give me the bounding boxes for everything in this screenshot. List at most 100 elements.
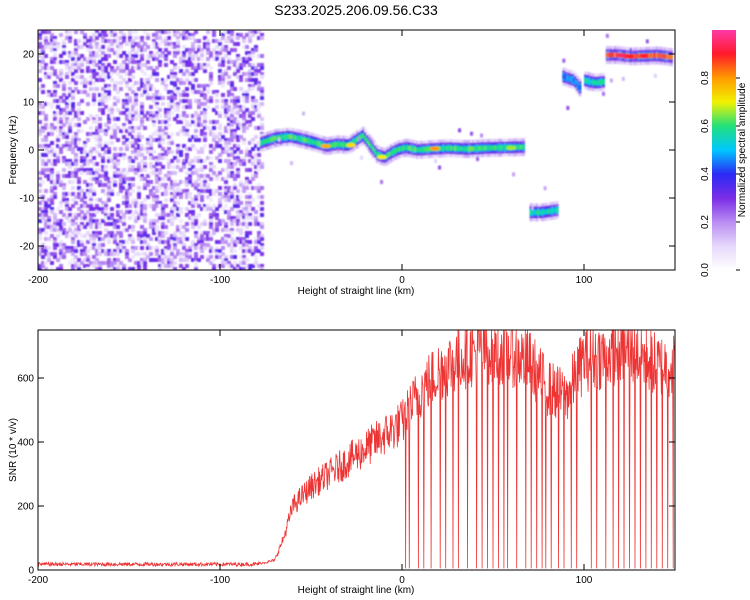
spectrogram-cell <box>191 45 195 49</box>
spectrogram-cell <box>128 234 132 238</box>
spectrogram-cell <box>251 99 255 103</box>
spectrogram-cell <box>194 156 198 160</box>
spectrogram-cell <box>134 117 138 121</box>
spectrogram-cell <box>71 258 75 262</box>
spectrogram-cell <box>125 105 129 109</box>
spectrogram-cell <box>191 183 195 187</box>
spectrogram-cell <box>74 114 78 118</box>
spectrogram-cell <box>188 63 192 67</box>
spectrogram-cell <box>74 63 78 67</box>
spectrogram-cell <box>176 207 180 211</box>
spectrogram-cell <box>71 102 75 106</box>
spectrogram-cell <box>50 33 54 37</box>
spectrogram-cell <box>236 240 240 244</box>
spectrogram-cell <box>655 52 659 58</box>
spectrogram-cell <box>268 137 272 143</box>
spectrogram-cell <box>194 267 198 270</box>
spectrogram-cell <box>191 171 195 175</box>
spectrogram-cell <box>254 78 258 82</box>
spectrogram-cell <box>167 255 171 259</box>
spectrogram-cell <box>137 153 141 157</box>
spectrogram-cell <box>236 210 240 214</box>
spectrogram-cell <box>414 146 418 152</box>
spectrogram-cell <box>474 146 478 152</box>
spectrogram-cell <box>623 58 627 63</box>
spectrogram-cell <box>71 147 75 151</box>
spectrogram-cell <box>251 96 255 100</box>
spectrogram-cell <box>128 216 132 220</box>
colorbar-tick-label: 0.4 <box>700 167 711 181</box>
spectrogram-cell <box>209 246 213 250</box>
spectrogram-cell <box>80 45 84 49</box>
spectrogram-cell <box>179 54 183 58</box>
spectrogram-cell <box>140 258 144 262</box>
spectrogram-cell <box>122 267 126 270</box>
spectrogram-cell <box>330 142 334 148</box>
spectrogram-cell <box>194 78 198 82</box>
colorbar-bar <box>712 30 736 270</box>
spectrogram-cell <box>155 174 159 178</box>
spectrogram-cell <box>104 228 108 232</box>
spectrogram-cell <box>167 141 171 145</box>
spectrogram-cell <box>227 126 231 130</box>
spectrogram-cell <box>59 246 63 250</box>
spectrogram-cell <box>53 54 57 58</box>
spectrogram-cell <box>125 147 129 151</box>
spectrogram-cell <box>158 264 162 268</box>
spectrogram-cell <box>119 30 123 34</box>
spectrogram-cell <box>107 90 111 94</box>
spectrogram-cell <box>86 249 90 253</box>
spectrogram-cell <box>80 222 84 226</box>
spectrogram-cell <box>152 198 156 202</box>
spectrogram-cell <box>59 54 63 58</box>
spectrogram-cell <box>59 126 63 130</box>
spectrogram-cell <box>161 78 165 82</box>
spectrogram-cell <box>89 204 93 208</box>
spectrogram-cell <box>422 147 426 153</box>
spectrogram-cell <box>374 149 378 155</box>
spectrogram-cell <box>92 237 96 241</box>
spectrogram-cell <box>242 240 246 244</box>
spectrogram-cell <box>233 243 237 247</box>
spectrogram-cell <box>113 156 117 160</box>
spectrogram-cell <box>197 258 201 262</box>
spectrogram-cell <box>158 213 162 217</box>
spectrogram-cell <box>191 240 195 244</box>
spectrogram-cell <box>212 120 216 124</box>
spectrogram-cell <box>104 150 108 154</box>
spectrogram-cell <box>92 72 96 76</box>
spectrogram-cell <box>56 135 60 139</box>
spectrogram-cell <box>366 138 370 144</box>
spectrogram-cell <box>155 204 159 208</box>
spectrogram-cell <box>224 72 228 76</box>
spectrogram-cell <box>80 168 84 172</box>
spectrogram-peak <box>320 143 331 149</box>
spectrogram-cell <box>104 204 108 208</box>
spectrogram-cell <box>188 147 192 151</box>
spectrogram-cell <box>242 117 246 121</box>
spectrogram-cell <box>188 123 192 127</box>
spectrogram-cell <box>242 60 246 64</box>
spectrogram-cell <box>89 225 93 229</box>
spectrogram-cell <box>128 30 132 34</box>
spectrogram-cell <box>161 129 165 133</box>
spectrogram-cell <box>227 165 231 169</box>
spectrogram-cell <box>98 207 102 211</box>
spectrogram-cell <box>248 249 252 253</box>
spectrogram-cell <box>74 75 78 79</box>
spectrogram-cell <box>194 243 198 247</box>
spectrogram-cell <box>251 174 255 178</box>
spectrogram-cell <box>122 168 126 172</box>
spectrogram-cell <box>155 33 159 37</box>
spectrogram-cell <box>215 45 219 49</box>
spectrogram-cell <box>44 222 48 226</box>
spectrogram-cell <box>206 207 210 211</box>
spectrogram-cell <box>71 162 75 166</box>
spectrogram-cell <box>161 204 165 208</box>
spectrogram-cell <box>179 153 183 157</box>
spectrogram-cell <box>98 252 102 256</box>
spectrogram-cell <box>212 228 216 232</box>
spectrogram-cell <box>254 222 258 226</box>
spectrogram-cell <box>107 189 111 193</box>
spectrogram-cell <box>257 186 261 190</box>
